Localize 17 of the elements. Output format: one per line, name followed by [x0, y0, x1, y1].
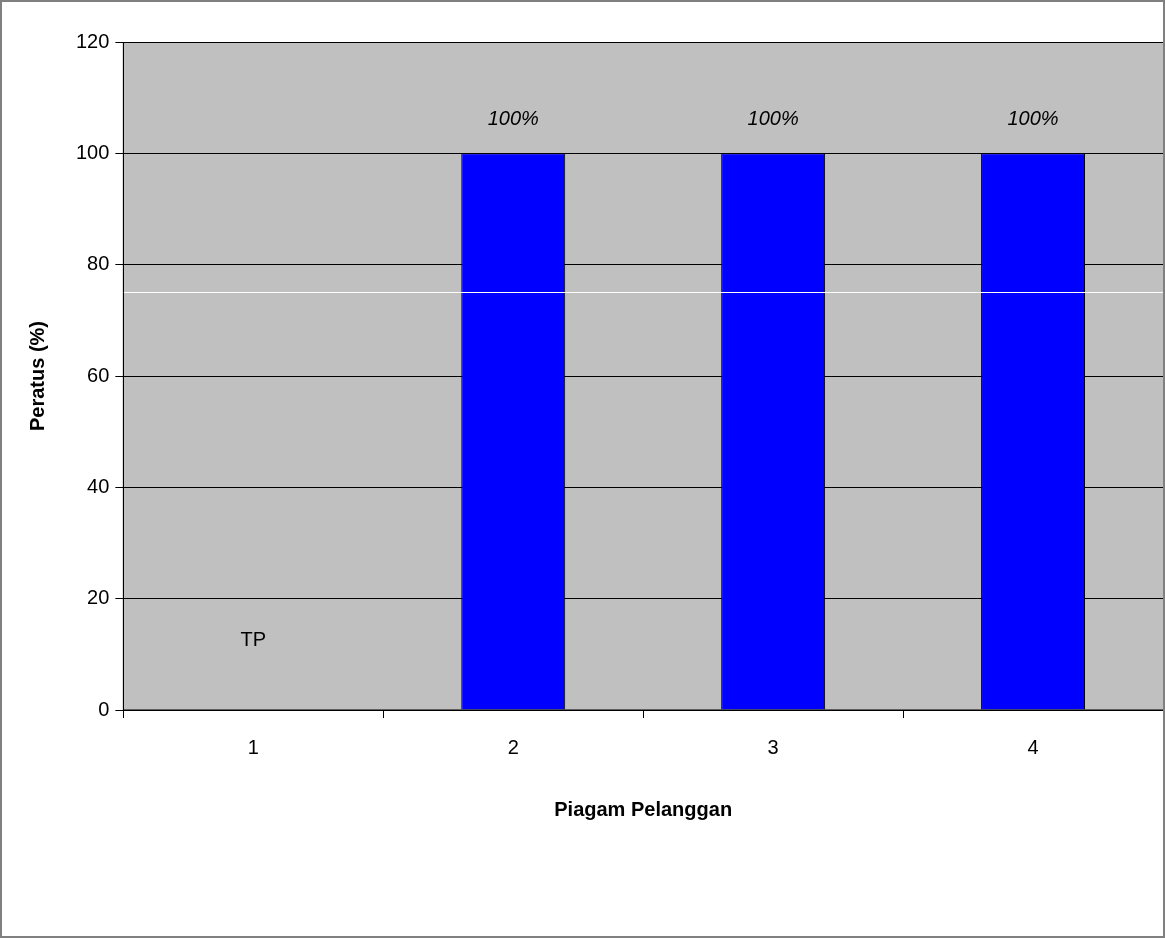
data-label: 100% — [1007, 106, 1059, 129]
data-label: 100% — [487, 106, 539, 129]
y-tick-label: 40 — [87, 474, 110, 497]
x-tick-label: 4 — [1027, 735, 1039, 758]
y-tick-label: 80 — [87, 252, 110, 275]
y-tick-label: 60 — [87, 363, 110, 386]
x-axis-title: Piagam Pelanggan — [554, 797, 733, 820]
text: TP — [240, 627, 267, 650]
y-tick-label: 100 — [75, 140, 110, 163]
data-label: 100% — [747, 106, 799, 129]
x-tick-label: 1 — [247, 735, 259, 758]
x-tick-label: 2 — [507, 735, 519, 758]
y-axis-title: Peratus (%) — [25, 320, 48, 432]
y-tick-label: 120 — [75, 29, 110, 52]
x-tick-label: 3 — [767, 735, 779, 758]
y-tick-label: 20 — [87, 586, 110, 609]
y-tick-label: 0 — [98, 697, 110, 720]
